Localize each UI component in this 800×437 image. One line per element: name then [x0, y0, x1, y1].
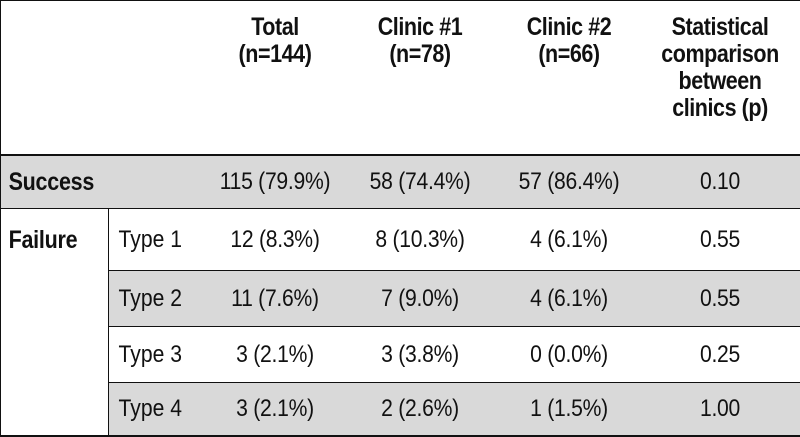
type1-total: 12 (8.3%): [230, 226, 320, 253]
type3-label: Type 3: [118, 341, 182, 368]
type4-p: 1.00: [699, 395, 741, 422]
type3-clinic1: 3 (3.8%): [381, 341, 459, 368]
type4-label: Type 4: [118, 395, 182, 422]
header-total: Total (n=144): [211, 0, 340, 154]
success-row-band: [0, 155, 800, 209]
failure-divider: [108, 209, 109, 437]
header-total-n: (n=144): [238, 40, 312, 68]
header-rule: [0, 154, 800, 156]
type1-rule: [108, 270, 800, 271]
type4-clinic1: 2 (2.6%): [381, 395, 459, 422]
success-p: 0.10: [699, 168, 741, 195]
type1-p: 0.55: [699, 226, 741, 253]
type4-total: 3 (2.1%): [236, 395, 314, 422]
type2-p: 0.55: [699, 285, 741, 312]
failure-label: Failure: [8, 225, 78, 254]
header-clinic1-n: (n=78): [389, 40, 451, 68]
header-total-label: Total: [251, 13, 299, 41]
success-total: 115 (79.9%): [219, 168, 331, 195]
success-clinic1: 58 (74.4%): [369, 168, 471, 195]
type2-clinic1: 7 (9.0%): [381, 285, 459, 312]
type4-clinic2: 1 (1.5%): [530, 395, 608, 422]
type2-rule: [108, 326, 800, 327]
type1-clinic1: 8 (10.3%): [375, 226, 465, 253]
header-clinic2-label: Clinic #2: [526, 13, 612, 41]
type2-label: Type 2: [118, 285, 182, 312]
success-rule: [0, 208, 800, 209]
type1-label: Type 1: [118, 226, 182, 253]
header-clinic2: Clinic #2 (n=66): [505, 0, 634, 154]
type1-clinic2: 4 (6.1%): [530, 226, 608, 253]
header-clinic2-n: (n=66): [538, 40, 600, 68]
header-comparison-line2: comparison: [661, 40, 779, 68]
header-comparison-line1: Statistical: [671, 13, 769, 41]
type2-clinic2: 4 (6.1%): [530, 285, 608, 312]
success-label: Success: [8, 167, 95, 196]
success-clinic2: 57 (86.4%): [518, 168, 620, 195]
type3-rule: [108, 382, 800, 383]
left-border: [0, 0, 1, 437]
type4-row-band: [108, 382, 800, 435]
bottom-rule: [0, 435, 800, 437]
header-comparison-line4: clinics (p): [672, 94, 768, 122]
top-rule: [0, 0, 800, 1]
header-comparison: Statistical comparison between clinics (…: [651, 0, 789, 154]
type2-row-band: [108, 270, 800, 326]
header-comparison-line3: between: [678, 67, 762, 95]
type3-p: 0.25: [699, 341, 741, 368]
type3-total: 3 (2.1%): [236, 341, 314, 368]
header-clinic1: Clinic #1 (n=78): [356, 0, 485, 154]
type3-clinic2: 0 (0.0%): [530, 341, 608, 368]
header-clinic1-label: Clinic #1: [377, 13, 463, 41]
type2-total: 11 (7.6%): [231, 285, 319, 312]
